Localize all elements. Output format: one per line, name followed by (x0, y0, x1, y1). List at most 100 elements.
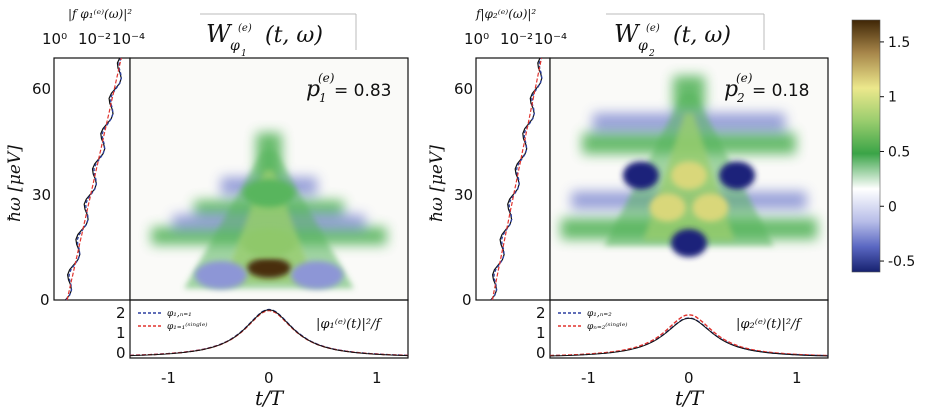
panel-1-bottom-plot (129, 308, 409, 357)
svg-text:(e): (e) (318, 71, 335, 85)
svg-text:2: 2 (536, 304, 546, 322)
svg-text:0: 0 (462, 291, 472, 309)
svg-text:0: 0 (536, 344, 546, 362)
heatmap-blob-2-5 (692, 193, 729, 222)
heatmap-blob-1-1 (243, 229, 295, 258)
svg-text:2: 2 (116, 304, 126, 322)
panel-2-title-index: 2 (648, 49, 655, 59)
panel-2-title: W φ 2 (e) (t, ω) (606, 13, 765, 59)
panel-1-title-phi: φ (230, 38, 240, 54)
svg-text:1: 1 (319, 91, 327, 105)
panel-2-bottom-frame (549, 299, 829, 359)
panel-2-bottom-plot (549, 314, 829, 357)
heatmap-blob-1-2 (194, 261, 247, 290)
spectrum-line-red-2 (491, 57, 543, 301)
panel-1-legend: φ₁,ₙ₌₁ φ₁₌₁⁽ˢⁱⁿᵍˡᵉ⁾ (138, 309, 207, 332)
panel-2-top-tick-2: 10⁻⁴ (534, 30, 567, 48)
panel-2-xlabel: t/T (675, 386, 705, 410)
panel-1-bottom-frame (129, 299, 409, 359)
panel-2-legend-1: φₙ₌₂⁽ˢⁱⁿᵍˡᵉ⁾ (587, 321, 628, 332)
colorbar-ticks: 1.5 1 0.5 0 -0.5 (880, 35, 915, 270)
panel-2-spectrum-label: f|φ₂⁽ᵉ⁾(ω)|² (475, 7, 536, 21)
panel-1-title-index: 1 (241, 49, 247, 59)
panel-1-y-tick-60: 60 (32, 80, 51, 98)
svg-text:1: 1 (536, 324, 546, 342)
panel-1-y-tick-30: 30 (32, 186, 51, 204)
panel-1-top-tick-0: 10⁰ (42, 30, 67, 48)
colorbar-tick-label-4: -0.5 (888, 254, 915, 270)
svg-text:1: 1 (792, 369, 802, 387)
heatmap-blob-2-4 (649, 193, 686, 222)
panel-1-x-ticks: -1 0 1 (161, 369, 382, 387)
svg-text:(e): (e) (736, 71, 753, 85)
svg-text:30: 30 (454, 186, 473, 204)
panel-1-top-tick-2: 10⁻⁴ (112, 30, 145, 48)
panel-2-spectrum-frame (475, 57, 551, 301)
panel-1-spectrum (64, 57, 122, 301)
svg-text:-1: -1 (581, 369, 596, 387)
panel-1-title-args: (t, ω) (265, 23, 323, 48)
heatmap-blob-1-4 (243, 179, 295, 208)
panel-2-ylabel: ħω [μeV] (427, 145, 447, 222)
panel-2-x-ticks: -1 0 1 (581, 369, 802, 387)
panel-1-spectrum-frame (53, 57, 131, 301)
svg-text:0: 0 (264, 369, 274, 387)
panel-2-legend: φ₁,ₙ₌₂ φₙ₌₂⁽ˢⁱⁿᵍˡᵉ⁾ (558, 309, 628, 332)
svg-text:p: p (724, 77, 738, 102)
panel-1-heatmap (151, 132, 387, 290)
heatmap-blob-1-0 (247, 257, 291, 278)
panel-1-y-ticks: 0 30 60 (32, 80, 51, 309)
panel-1-bottom-label: |φ₁⁽ᵉ⁾(t)|²/f (316, 317, 382, 332)
panel-1-title: W φ 1 (e) (t, ω) (200, 13, 357, 59)
panel-2-heatmap (560, 75, 818, 258)
svg-text:p: p (306, 77, 320, 102)
colorbar-gradient (851, 19, 881, 273)
panel-2-title-w: W (614, 20, 641, 48)
heatmap-blob-1-3 (291, 261, 344, 290)
heatmap-blob-2-1 (622, 161, 659, 190)
svg-text:0: 0 (116, 344, 126, 362)
heatmap-blob-2-3 (671, 161, 707, 190)
panel-1-legend-0: φ₁,ₙ₌₁ (167, 309, 192, 319)
panel-2-legend-0: φ₁,ₙ₌₂ (587, 309, 612, 319)
spectrum-line-blue-2 (490, 57, 543, 301)
colorbar-tick-label-2: 0.5 (888, 144, 910, 160)
colorbar-tick-label-0: 1.5 (888, 35, 910, 51)
svg-text:60: 60 (454, 80, 473, 98)
panel-2-title-args: (t, ω) (673, 23, 731, 48)
svg-text:1: 1 (372, 369, 382, 387)
panel-2-y-ticks: 0 30 60 (454, 80, 473, 309)
panel-1-legend-1: φ₁₌₁⁽ˢⁱⁿᵍˡᵉ⁾ (167, 321, 207, 332)
panel-2-top-tick-1: 10⁻² (500, 30, 533, 48)
panel-1-bottom-y-ticks: 0 1 2 (116, 304, 126, 362)
colorbar: 1.5 1 0.5 0 -0.5 (851, 19, 915, 273)
svg-text:= 0.18: = 0.18 (752, 81, 810, 101)
svg-text:-1: -1 (161, 369, 176, 387)
panel-1-ylabel: ħω [μeV] (5, 145, 25, 222)
panel-2-spectrum (490, 57, 543, 301)
bottom-series-black-1 (129, 309, 409, 357)
heatmap-blob-2-2 (719, 161, 756, 190)
panel-2-bottom-y-ticks: 0 1 2 (536, 304, 546, 362)
panel-1-xlabel: t/T (255, 386, 285, 410)
panel-1-y-tick-0: 0 (40, 291, 50, 309)
panel-1-p-label: p 1 (e) = 0.83 (306, 71, 392, 105)
panel-2-p-label: p 2 (e) = 0.18 (724, 71, 810, 105)
panel-1-title-sup: (e) (238, 23, 252, 34)
svg-text:= 0.83: = 0.83 (334, 81, 392, 101)
panel-1: |f φ₁⁽ᵉ⁾(ω)|² 10⁰ 10⁻² 10⁻⁴ W φ 1 (e) (t… (5, 7, 409, 410)
panel-1-title-w: W (206, 20, 233, 48)
colorbar-tick-label-3: 0 (888, 199, 897, 215)
heatmap-core-1 (224, 170, 314, 283)
spectrum-line-red-1 (66, 57, 122, 301)
panel-2-top-tick-0: 10⁰ (464, 30, 489, 48)
panel-1-spectrum-label: |f φ₁⁽ᵉ⁾(ω)|² (68, 7, 132, 21)
spectrum-line-blue-1 (65, 57, 122, 301)
panel-1-top-tick-1: 10⁻² (78, 30, 111, 48)
colorbar-tick-label-1: 1 (888, 90, 897, 106)
svg-text:2: 2 (736, 91, 745, 105)
bottom-series-1-1 (129, 309, 409, 357)
bottom-series-black-2 (549, 317, 829, 357)
panel-2-title-sup: (e) (646, 23, 660, 34)
